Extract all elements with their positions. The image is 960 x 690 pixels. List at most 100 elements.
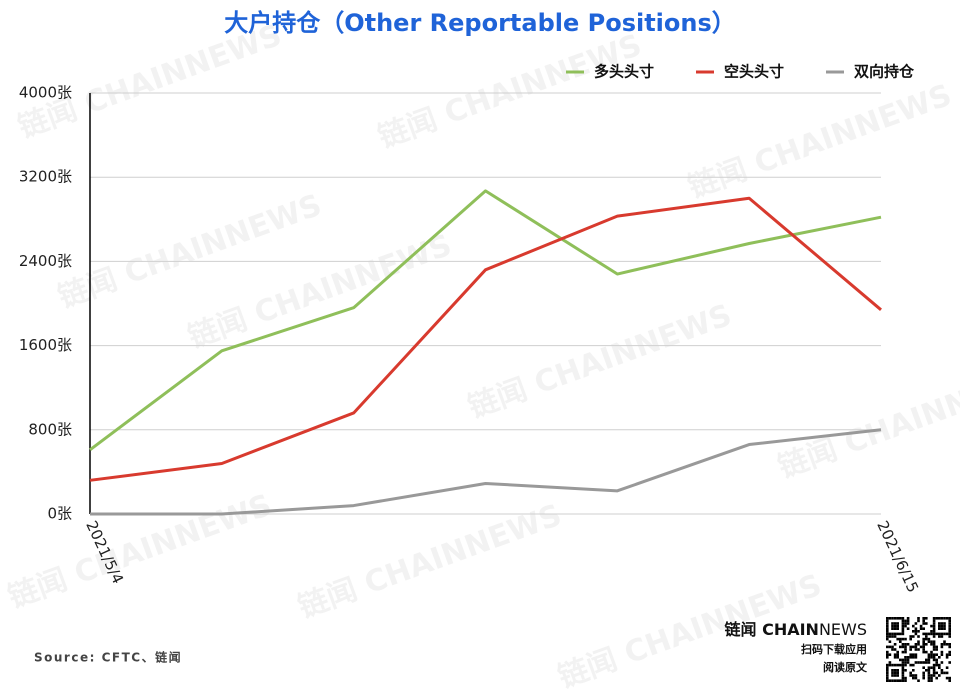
qr-cell — [940, 661, 944, 664]
qr-cell — [896, 674, 899, 677]
qr-cell — [899, 658, 902, 662]
legend-label: 双向持仓 — [854, 63, 915, 81]
qr-cell — [925, 661, 928, 664]
qr-cell — [906, 622, 910, 625]
qr-cell — [896, 656, 899, 659]
qr-cell — [909, 653, 912, 656]
qr-cell — [886, 656, 889, 659]
qr-cell — [886, 679, 889, 682]
qr-cell — [917, 630, 920, 633]
qr-cell — [891, 627, 894, 630]
qr-cell — [948, 645, 951, 649]
qr-cell — [886, 637, 889, 641]
qr-cell — [901, 622, 905, 625]
qr-cell — [919, 661, 923, 664]
qr-cell — [891, 671, 894, 675]
qr-cell — [932, 656, 936, 659]
qr-cell — [927, 679, 931, 682]
qr-cell — [912, 676, 915, 680]
qr-cell — [909, 648, 912, 651]
y-tick-label: 0张 — [47, 505, 72, 523]
qr-cell — [909, 645, 912, 649]
qr-cell — [904, 679, 907, 682]
qr-cell — [925, 617, 928, 620]
qr-cell — [922, 661, 925, 664]
qr-cell — [904, 643, 907, 646]
qr-cell — [940, 650, 944, 654]
qr-cell — [886, 617, 889, 620]
qr-cell — [896, 637, 899, 641]
qr-cell — [932, 674, 936, 677]
qr-cell — [927, 653, 931, 656]
qr-cell — [943, 632, 946, 636]
qr-cell — [904, 658, 907, 662]
qr-cell — [904, 637, 907, 641]
qr-cell — [886, 674, 889, 677]
qr-cell — [896, 653, 899, 656]
qr-cell — [945, 671, 949, 675]
qr-cell — [927, 669, 931, 672]
qr-cell — [922, 619, 925, 623]
qr-cell — [888, 617, 892, 620]
qr-cell — [899, 637, 902, 641]
qr-cell — [914, 656, 918, 659]
qr-cell — [914, 674, 918, 677]
qr-cell — [901, 645, 905, 649]
qr-cell — [901, 663, 905, 667]
qr-cell — [893, 663, 897, 667]
qr-cell — [901, 630, 905, 633]
qr-cell — [919, 624, 923, 628]
qr-cell — [893, 656, 897, 659]
qr-cell — [948, 653, 951, 656]
qr-cell — [922, 648, 925, 651]
qr-cell — [896, 622, 899, 625]
qr-cell — [945, 617, 949, 620]
qr-cell — [909, 635, 912, 638]
qr-cell — [893, 653, 897, 656]
qr-cell — [932, 640, 936, 643]
qr-cell — [940, 624, 944, 628]
qr-cell — [932, 619, 936, 623]
qr-cell — [893, 627, 897, 630]
y-tick-label: 800张 — [28, 420, 72, 438]
qr-cell — [904, 676, 907, 680]
qr-cell — [927, 656, 931, 659]
qr-cell — [906, 627, 910, 630]
qr-cell — [909, 656, 912, 659]
qr-cell — [927, 671, 931, 675]
qr-cell — [914, 653, 918, 656]
qr-cell — [940, 635, 944, 638]
qr-cell — [904, 669, 907, 672]
qr-cell — [943, 624, 946, 628]
qr-cell — [940, 669, 944, 672]
qr-cell — [896, 663, 899, 667]
qr-cell — [893, 632, 897, 636]
qr-cell — [904, 650, 907, 654]
qr-cell — [930, 630, 933, 633]
qr-cell — [927, 676, 931, 680]
qr-cell — [888, 645, 892, 649]
qr-cell — [943, 627, 946, 630]
qr-cell — [930, 653, 933, 656]
qr-cell — [914, 676, 918, 680]
qr-cell — [940, 627, 944, 630]
qr-cell — [945, 666, 949, 669]
qr-cell — [948, 643, 951, 646]
qr-cell — [912, 653, 915, 656]
qr-cell — [899, 645, 902, 649]
series-line — [89, 196, 882, 482]
qr-cell — [896, 669, 899, 672]
qr-cell — [912, 635, 915, 638]
qr-cell — [914, 622, 918, 625]
qr-cell — [940, 653, 944, 656]
qr-cell — [912, 656, 915, 659]
qr-cell — [927, 658, 931, 662]
qr-cell — [938, 627, 941, 630]
qr-cell — [891, 645, 894, 649]
qr-cell — [917, 643, 920, 646]
qr-cell — [948, 650, 951, 654]
qr-cell — [906, 643, 910, 646]
qr-cell — [919, 645, 923, 649]
qr-cell — [935, 676, 938, 680]
qr-cell — [927, 666, 931, 669]
